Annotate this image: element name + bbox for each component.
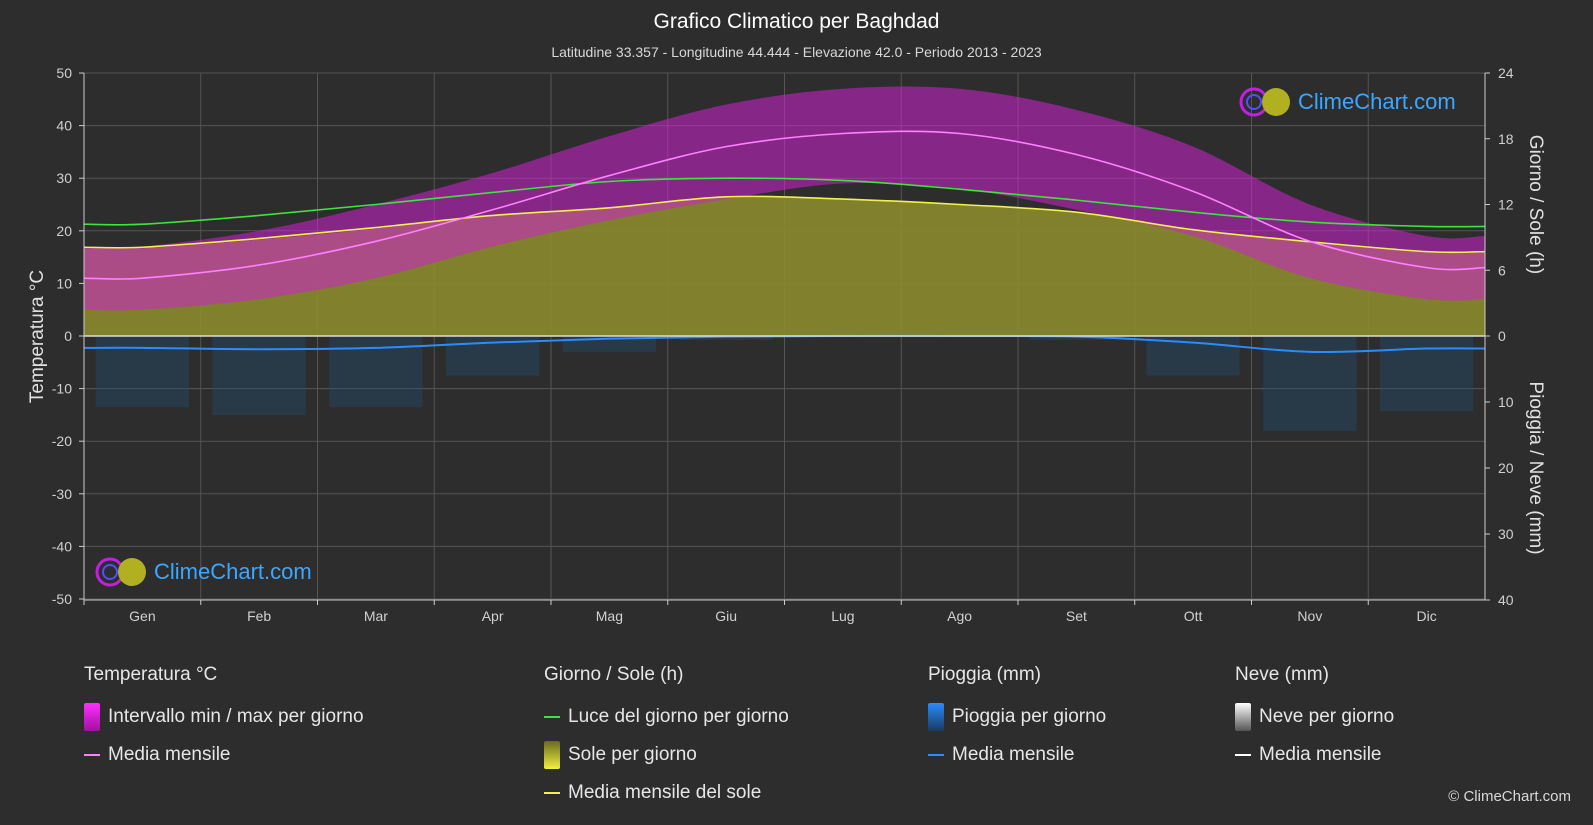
right-bottom-axis-title: Pioggia / Neve (mm) [1525, 381, 1546, 554]
sunshine-swatch [544, 741, 560, 769]
sun-mean-line [84, 195, 1485, 254]
legend-label: Neve per giorno [1259, 706, 1395, 727]
left-tick-label: 50 [56, 65, 72, 81]
legend-title: Neve (mm) [1235, 664, 1329, 685]
left-tick-label: -20 [52, 433, 72, 449]
legend-label: Intervallo min / max per giorno [108, 706, 364, 727]
month-label: Feb [247, 608, 271, 624]
climechart-logo-icon [1239, 87, 1290, 117]
legend-title: Giorno / Sole (h) [544, 664, 684, 685]
month-label: Set [1066, 608, 1087, 624]
right-top-axis-title: Giorno / Sole (h) [1525, 135, 1546, 274]
logo-text: ClimeChart.com [1298, 89, 1456, 114]
legend-item: Media mensile [1235, 736, 1394, 774]
daylight-line [84, 177, 1485, 228]
left-tick-label: 10 [56, 275, 72, 291]
legend-temperature: Temperatura °C Intervallo min / max per … [84, 664, 364, 774]
snow-mean-swatch [1235, 754, 1251, 756]
month-label: Apr [482, 608, 504, 624]
left-tick-label: -50 [52, 591, 72, 607]
right-tick-label: 20 [1498, 460, 1514, 476]
logo-text: ClimeChart.com [154, 559, 312, 584]
copyright: © ClimeChart.com [1448, 788, 1571, 805]
left-tick-label: 20 [56, 223, 72, 239]
legend-item: Media mensile [84, 736, 364, 774]
legend-item: Neve per giorno [1235, 698, 1394, 736]
month-label: Dic [1417, 608, 1437, 624]
temp-range-swatch [84, 703, 100, 731]
right-tick-label: 12 [1498, 197, 1514, 213]
legend-snow: Neve (mm) Neve per giorno Media mensile [1235, 664, 1394, 774]
left-tick-label: -10 [52, 381, 72, 397]
legend-item: Media mensile del sole [544, 774, 789, 812]
legend-label: Media mensile [1259, 744, 1382, 765]
legend-label: Pioggia per giorno [952, 706, 1107, 727]
temp-mean-line [84, 130, 1485, 280]
rain-mean-swatch [928, 754, 944, 756]
rain-bar [679, 336, 773, 340]
right-tick-label: 30 [1498, 526, 1514, 542]
month-label: Ott [1184, 608, 1203, 624]
temp-range-band [84, 86, 1485, 311]
legend-item: Media mensile [928, 736, 1106, 774]
left-tick-label: -30 [52, 486, 72, 502]
climechart-logo-icon [95, 557, 146, 587]
rain-bar [1379, 336, 1474, 412]
right-tick-label: 0 [1498, 328, 1506, 344]
legend-title: Pioggia (mm) [928, 664, 1041, 685]
month-label: Gen [129, 608, 155, 624]
legend-title: Temperatura °C [84, 664, 218, 685]
right-tick-label: 24 [1498, 65, 1514, 81]
chart-subtitle: Latitudine 33.357 - Longitudine 44.444 -… [551, 44, 1042, 60]
left-tick-label: 0 [64, 328, 72, 344]
month-label: Lug [831, 608, 854, 624]
snow-swatch [1235, 703, 1251, 731]
rain-bar [212, 336, 306, 416]
legend-item: Pioggia per giorno [928, 698, 1106, 736]
right-tick-label: 18 [1498, 131, 1514, 147]
right-tick-label: 10 [1498, 394, 1514, 410]
legend-label: Media mensile del sole [568, 782, 762, 803]
logo-bottom[interactable]: ClimeChart.com [94, 556, 312, 588]
rain-bar [95, 336, 190, 408]
left-tick-label: -40 [52, 538, 72, 554]
temp-mean-swatch [84, 754, 100, 756]
month-label: Mag [596, 608, 623, 624]
month-label: Nov [1297, 608, 1322, 624]
legend-label: Media mensile [108, 744, 231, 765]
month-label: Giu [715, 608, 737, 624]
legend-rain: Pioggia (mm) Pioggia per giorno Media me… [928, 664, 1106, 774]
legend-label: Luce del giorno per giorno [568, 706, 789, 727]
legend-label: Sole per giorno [568, 744, 697, 765]
right-tick-label: 6 [1498, 262, 1506, 278]
left-axis-title: Temperatura °C [27, 270, 48, 403]
daylight-swatch [544, 716, 560, 718]
left-tick-label: 30 [56, 170, 72, 186]
data-layer [84, 86, 1485, 432]
sun-mean-swatch [544, 792, 560, 794]
legend-item: Intervallo min / max per giorno [84, 698, 364, 736]
axes: 50 40 30 20 10 0 -10 -20 -30 -40 -50 24 18 12 6 0 10 20 30… [27, 65, 1546, 624]
legend-label: Media mensile [952, 744, 1075, 765]
chart-title: Grafico Climatico per Baghdad [653, 10, 940, 33]
month-label: Ago [947, 608, 972, 624]
rain-bar [1029, 336, 1124, 340]
logo-top[interactable]: ClimeChart.com [1238, 86, 1456, 118]
legend-item: Luce del giorno per giorno [544, 698, 789, 736]
rain-swatch [928, 703, 944, 731]
legend-item: Sole per giorno [544, 736, 789, 774]
legend-sun: Giorno / Sole (h) Luce del giorno per gi… [544, 664, 789, 812]
month-label: Mar [364, 608, 388, 624]
right-tick-label: 40 [1498, 592, 1514, 608]
left-tick-label: 40 [56, 118, 72, 134]
